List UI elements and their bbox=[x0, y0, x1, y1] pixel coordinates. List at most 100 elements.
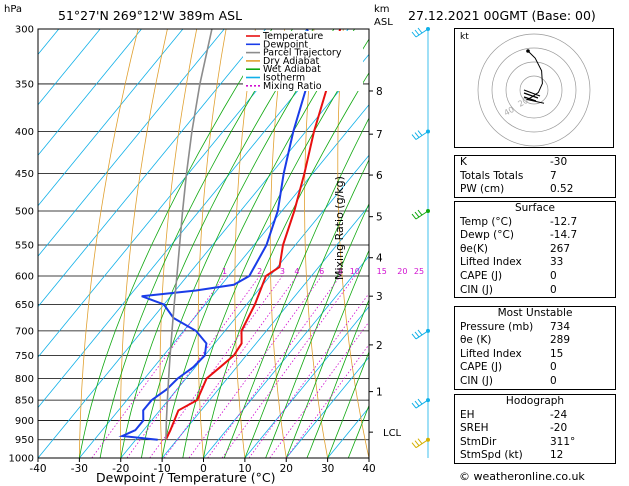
hodograph-trace bbox=[525, 50, 545, 104]
x-tick-label: 10 bbox=[238, 463, 251, 475]
mixing-ratio-label: 10 bbox=[350, 267, 360, 276]
hodograph-ring bbox=[491, 47, 577, 133]
wind-barb bbox=[411, 438, 429, 449]
index-value: -24 bbox=[550, 408, 568, 421]
hodograph-ring-label: 20 bbox=[517, 96, 530, 109]
isotherm-line bbox=[38, 29, 142, 156]
legend-label: Temperature bbox=[262, 31, 323, 42]
index-row: Lifted Index 15 bbox=[455, 348, 615, 362]
index-row: Totals Totals 7 bbox=[455, 170, 615, 184]
x-tick-label: 40 bbox=[362, 463, 375, 475]
index-value: 0 bbox=[550, 283, 557, 296]
wind-barb bbox=[411, 398, 429, 409]
isotherm-line bbox=[244, 305, 369, 458]
index-value: -20 bbox=[550, 422, 568, 435]
pressure-tick-label: 500 bbox=[15, 207, 34, 218]
isotherm-line bbox=[38, 29, 349, 409]
index-label: StmDir bbox=[460, 435, 497, 448]
mixing-ratio-label: 20 bbox=[397, 267, 407, 276]
dry-adiabat-line bbox=[197, 29, 227, 458]
wet-adiabat-line bbox=[182, 38, 369, 458]
mixing-ratio-line bbox=[285, 343, 369, 458]
wet-adiabat-line bbox=[265, 202, 369, 458]
hpa-unit-label: hPa bbox=[4, 4, 23, 15]
index-value: 0.52 bbox=[550, 183, 574, 196]
wet-adiabat-line bbox=[285, 249, 369, 458]
dry-adiabat-line bbox=[79, 29, 139, 458]
mixing-ratio-label: 1 bbox=[222, 267, 227, 276]
index-label: θe (K) bbox=[460, 334, 492, 347]
mixing-ratio-line bbox=[188, 275, 323, 458]
index-label: CAPE (J) bbox=[460, 269, 503, 282]
wet-adiabat-line bbox=[203, 72, 369, 458]
index-label: CIN (J) bbox=[460, 283, 493, 296]
index-row: θe(K) 267 bbox=[455, 243, 615, 257]
isotherm-line bbox=[120, 154, 369, 458]
index-value: 15 bbox=[550, 347, 564, 360]
legend-label: Dry Adiabat bbox=[263, 56, 320, 67]
index-value: -30 bbox=[550, 156, 568, 168]
mixing-ratio-line bbox=[269, 321, 369, 458]
index-row: θe (K) 289 bbox=[455, 334, 615, 348]
index-value: 0 bbox=[550, 269, 557, 282]
legend-label: Parcel Trajectory bbox=[263, 48, 342, 59]
mixing-ratio-label: 6 bbox=[319, 267, 324, 276]
wet-adiabat-line bbox=[347, 404, 369, 458]
index-value: 0 bbox=[550, 361, 557, 374]
wind-barb bbox=[411, 27, 429, 38]
x-tick-label: -40 bbox=[29, 463, 46, 475]
pressure-tick-label: 450 bbox=[15, 169, 34, 180]
index-label: Pressure (mb) bbox=[460, 320, 534, 333]
hodograph-ring-label: 40 bbox=[503, 105, 516, 118]
index-label: Lifted Index bbox=[460, 347, 522, 360]
index-label: CAPE (J) bbox=[460, 361, 503, 374]
index-label: Temp (°C) bbox=[460, 215, 513, 228]
x-tick-label: -20 bbox=[112, 463, 129, 475]
footer-credit: © weatheronline.co.uk bbox=[459, 470, 585, 483]
index-label: CIN (J) bbox=[460, 374, 493, 387]
x-axis-label: Dewpoint / Temperature (°C) bbox=[96, 470, 276, 485]
km-tick-label: 5 bbox=[376, 212, 383, 224]
pressure-tick-label: 800 bbox=[15, 374, 34, 385]
hodograph-start-dot bbox=[526, 49, 530, 53]
temperature-line bbox=[164, 29, 342, 441]
hodograph-title: Hodograph bbox=[505, 395, 565, 407]
x-tick-label: 20 bbox=[280, 463, 293, 475]
index-row: K -30 bbox=[455, 156, 615, 170]
location-title: 51°27'N 269°12'W 389m ASL bbox=[58, 8, 243, 23]
index-value: 12 bbox=[550, 449, 564, 462]
index-row: EH -24 bbox=[455, 409, 615, 423]
pressure-tick-label: 400 bbox=[15, 127, 34, 138]
index-row: CAPE (J) 0 bbox=[455, 270, 615, 284]
surface-panel: Surface Temp (°C) -12.7 Dewp (°C) -14.7 θe(K… bbox=[454, 201, 616, 299]
isotherm-line bbox=[38, 29, 225, 257]
index-label: Totals Totals bbox=[460, 169, 524, 182]
wet-adiabat-line bbox=[120, 29, 314, 458]
wet-adiabat-line bbox=[327, 350, 369, 458]
isotherm-line bbox=[38, 29, 101, 106]
mixing-ratio-label: 3 bbox=[280, 267, 285, 276]
index-label: Lifted Index bbox=[460, 256, 522, 269]
pressure-tick-label: 550 bbox=[15, 240, 34, 251]
dry-adiabat-line bbox=[401, 29, 452, 458]
hodograph-ring bbox=[505, 61, 563, 119]
index-row: Temp (°C) -12.7 bbox=[455, 216, 615, 230]
index-value: 267 bbox=[550, 242, 571, 255]
index-value: 7 bbox=[550, 169, 557, 182]
pressure-tick-label: 950 bbox=[15, 435, 34, 446]
mixing-ratio-label: 2 bbox=[257, 267, 262, 276]
km-tick-label: 7 bbox=[376, 129, 383, 141]
index-label: θe(K) bbox=[460, 242, 488, 255]
pressure-tick-label: 850 bbox=[15, 396, 34, 407]
mixing-ratio-label: 4 bbox=[294, 267, 299, 276]
index-label: Dewp (°C) bbox=[460, 229, 514, 242]
wet-adiabat-line bbox=[244, 158, 369, 458]
x-tick-label: 0 bbox=[200, 463, 207, 475]
km-tick-label: 1 bbox=[376, 387, 383, 399]
index-value: 311° bbox=[550, 435, 576, 448]
dry-adiabat-line bbox=[337, 29, 369, 458]
km-tick-label: 4 bbox=[376, 253, 383, 265]
wet-adiabat-line bbox=[99, 29, 293, 458]
pressure-tick-label: 650 bbox=[15, 300, 34, 311]
